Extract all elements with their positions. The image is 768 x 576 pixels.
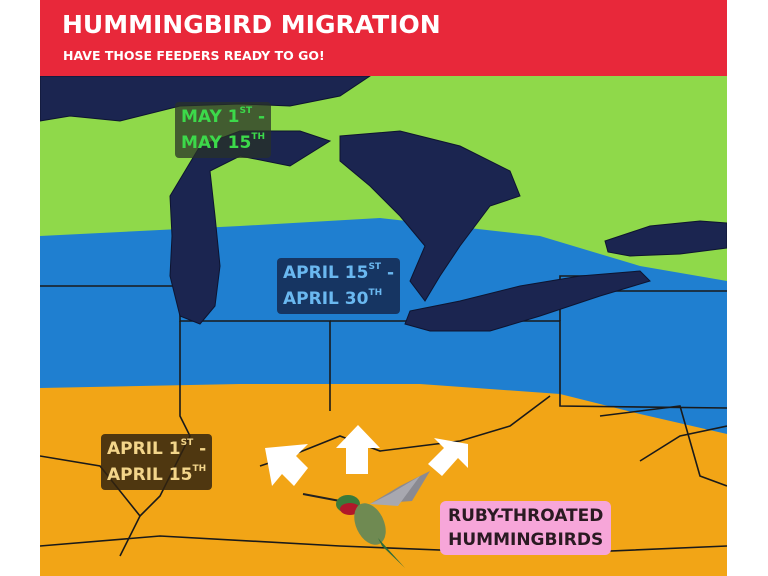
- zone-end: MAY 15: [181, 133, 252, 153]
- migration-arrows: [265, 425, 468, 486]
- arrow-up-left-icon: [265, 444, 308, 486]
- dash: -: [381, 263, 395, 283]
- zone-start: APRIL 15: [283, 263, 369, 283]
- zone-start: MAY 1: [181, 107, 240, 127]
- hummingbird-image: [302, 471, 430, 568]
- ordinal: ST: [239, 106, 253, 116]
- ordinal: ST: [368, 262, 382, 272]
- lake-huron: [339, 130, 521, 302]
- species-line-2: HUMMINGBIRDS: [448, 530, 604, 550]
- species-line-1: RUBY-THROATED: [448, 506, 604, 526]
- zone-label-early-april: APRIL 1ST - APRIL 15TH: [101, 434, 213, 490]
- lake-ontario: [604, 220, 727, 257]
- migration-map: [40, 76, 727, 576]
- zone-label-may: MAY 1ST - MAY 15TH: [175, 102, 272, 158]
- arrow-up-right-icon: [428, 438, 468, 476]
- dash: -: [252, 107, 266, 127]
- species-label: RUBY-THROATED HUMMINGBIRDS: [440, 501, 612, 555]
- zone-end: APRIL 30: [283, 289, 369, 309]
- lake-erie: [404, 270, 651, 332]
- page-subtitle: HAVE THOSE FEEDERS READY TO GO!: [63, 48, 325, 63]
- great-lakes: [40, 76, 727, 332]
- header-banner: HUMMINGBIRD MIGRATION HAVE THOSE FEEDERS…: [40, 0, 727, 76]
- zone-start: APRIL 1: [107, 439, 181, 459]
- zone-end: APRIL 15: [107, 465, 193, 485]
- page-title: HUMMINGBIRD MIGRATION: [62, 10, 441, 39]
- ordinal: ST: [180, 438, 194, 448]
- ordinal: TH: [251, 132, 266, 142]
- ordinal: TH: [368, 288, 383, 298]
- ordinal: TH: [192, 464, 207, 474]
- arrow-up-icon: [336, 425, 380, 474]
- dash: -: [193, 439, 207, 459]
- zone-label-late-april: APRIL 15ST - APRIL 30TH: [277, 258, 401, 314]
